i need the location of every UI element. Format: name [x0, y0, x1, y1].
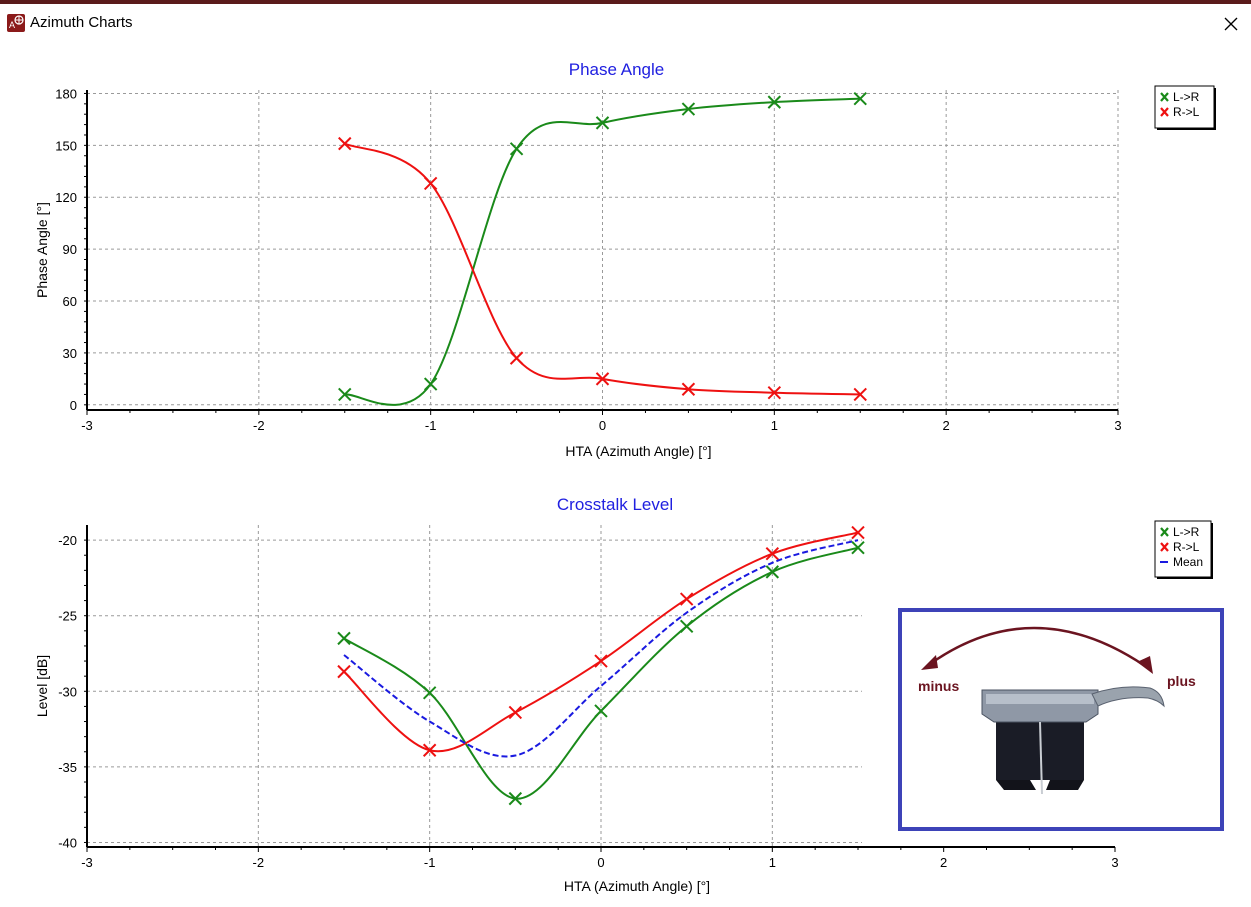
data-point-marker — [767, 95, 782, 109]
data-point-marker — [851, 540, 865, 555]
y-tick-label: 150 — [55, 138, 77, 153]
x-tick-label: -3 — [81, 418, 93, 433]
x-tick-label: 3 — [1114, 418, 1121, 433]
data-point-marker — [851, 525, 865, 540]
data-point-marker — [595, 372, 610, 386]
y-tick-label: -25 — [58, 609, 77, 624]
data-point-marker — [422, 743, 437, 757]
data-point-marker — [422, 686, 437, 700]
app-icon: A — [7, 14, 25, 32]
chart-title: Crosstalk Level — [557, 495, 673, 514]
y-tick-label: 90 — [63, 242, 77, 257]
arrow-head-plus — [1137, 656, 1153, 674]
inset-frame — [898, 608, 1224, 831]
legend-label: Mean — [1173, 555, 1203, 569]
minus-label: minus — [918, 678, 959, 694]
data-point-marker — [853, 91, 867, 106]
data-point-marker — [338, 387, 352, 402]
legend-swatch — [1160, 527, 1169, 537]
x-tick-label: -1 — [425, 418, 437, 433]
legend-label: R->L — [1173, 105, 1200, 119]
x-tick-label: -3 — [81, 855, 93, 870]
x-tick-label: 3 — [1111, 855, 1118, 870]
data-point-marker — [594, 654, 608, 668]
y-tick-label: 180 — [55, 86, 77, 101]
y-tick-label: -35 — [58, 760, 77, 775]
y-tick-label: 60 — [63, 294, 77, 309]
y-tick-label: 0 — [70, 398, 77, 413]
series-group — [338, 91, 867, 406]
x-tick-label: 1 — [769, 855, 776, 870]
x-axis-label: HTA (Azimuth Angle) [°] — [564, 878, 710, 894]
close-icon[interactable] — [1219, 12, 1243, 36]
x-tick-label: 1 — [771, 418, 778, 433]
data-point-marker — [679, 619, 694, 633]
svg-text:A: A — [9, 20, 15, 30]
x-tick-label: -1 — [424, 855, 436, 870]
crosstalk-level-chart: -3 -2 -1 0 1 2 3 -20 -25 -30 -35 -40 Crosstalk Level… — [34, 495, 1213, 894]
legend-swatch — [1160, 107, 1169, 117]
data-point-marker — [509, 351, 524, 365]
series-group — [337, 525, 865, 806]
data-point-marker — [509, 142, 524, 156]
data-point-marker — [767, 385, 782, 400]
data-point-marker — [508, 791, 523, 806]
data-point-marker — [594, 704, 608, 718]
azimuth-arrow — [929, 626, 1149, 670]
data-point-marker — [508, 705, 523, 720]
x-tick-label: -2 — [253, 418, 265, 433]
x-tick-label: 2 — [940, 855, 947, 870]
data-point-marker — [337, 631, 351, 646]
data-point-marker — [765, 565, 780, 579]
plus-label: plus — [1167, 673, 1196, 689]
title-bar: A Azimuth Charts — [0, 4, 1251, 38]
x-axis-label: HTA (Azimuth Angle) [°] — [565, 443, 711, 459]
y-tick-label: -40 — [58, 835, 77, 850]
data-point-marker — [337, 664, 351, 679]
data-point-marker — [595, 116, 610, 130]
chart-legend: L->RR->L — [1154, 85, 1216, 130]
legend-box — [1154, 85, 1215, 129]
data-point-marker — [679, 592, 694, 606]
cartridge-inset: minus plus — [878, 588, 1248, 838]
data-point-marker — [338, 136, 352, 151]
window-title: Azimuth Charts — [30, 14, 133, 31]
y-axis-label: Level [dB] — [34, 655, 50, 717]
legend-label: L->R — [1173, 525, 1200, 539]
data-point-marker — [423, 377, 438, 391]
legend-label: L->R — [1173, 90, 1200, 104]
data-point-marker — [681, 102, 696, 116]
y-tick-label: -30 — [58, 684, 77, 699]
chart-title: Phase Angle — [569, 60, 664, 79]
series-line-mean — [343, 539, 859, 758]
x-tick-label: 0 — [597, 855, 604, 870]
y-tick-label: 30 — [63, 346, 77, 361]
cartridge-image — [981, 686, 1165, 795]
y-axis-label: Phase Angle [°] — [34, 202, 50, 298]
legend-label: R->L — [1173, 540, 1200, 554]
legend-swatch — [1160, 542, 1169, 552]
window-top-border — [0, 0, 1251, 4]
legend-swatch — [1160, 92, 1169, 102]
y-tick-label: -20 — [58, 533, 77, 548]
x-tick-label: 2 — [943, 418, 950, 433]
x-tick-label: 0 — [599, 418, 606, 433]
x-tick-label: -2 — [253, 855, 265, 870]
data-point-marker — [765, 547, 780, 561]
data-point-marker — [423, 176, 438, 191]
data-point-marker — [853, 387, 867, 402]
arrow-head-minus — [921, 655, 938, 670]
y-tick-label: 120 — [55, 190, 77, 205]
data-point-marker — [681, 382, 696, 396]
